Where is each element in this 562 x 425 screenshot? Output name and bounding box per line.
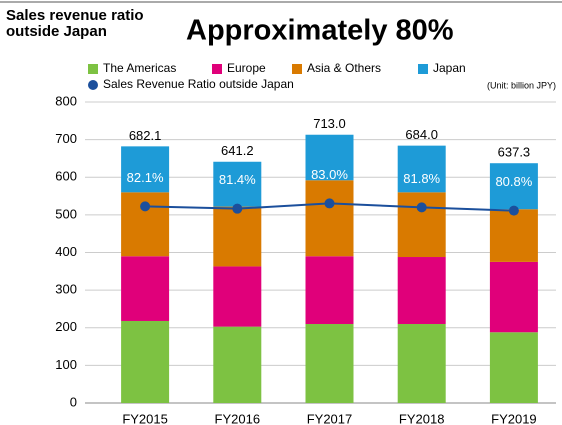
bar-segment [489, 261, 538, 333]
ratio-point [416, 202, 427, 213]
y-tick-label: 500 [55, 206, 77, 221]
ratio-point [324, 198, 335, 209]
legend-swatch [292, 64, 302, 74]
ratio-point [508, 205, 519, 216]
y-tick-label: 300 [55, 282, 77, 297]
bar-segment [489, 163, 538, 210]
y-tick-label: 600 [55, 169, 77, 184]
ratio-label: 80.8% [495, 174, 532, 189]
total-label: 713.0 [313, 116, 346, 131]
bar-segment [489, 332, 538, 403]
y-tick-label: 100 [55, 357, 77, 372]
bar-segment [121, 256, 170, 321]
title-box: Sales revenue ratio outside Japan [6, 8, 144, 40]
legend-swatch [88, 64, 98, 74]
y-tick-label: 0 [70, 394, 77, 409]
bar-segment [213, 326, 262, 403]
ratio-label: 81.4% [219, 172, 256, 187]
y-tick-label: 400 [55, 244, 77, 259]
ratio-point [232, 203, 243, 214]
bar-segment [121, 146, 170, 193]
bar-segment [305, 134, 354, 181]
chart-subtitle: Approximately 80% [186, 15, 454, 47]
x-tick-label: FY2016 [215, 411, 261, 425]
bar-segment [213, 266, 262, 327]
x-tick-label: FY2017 [307, 411, 353, 425]
chart-title: Sales revenue ratio outside Japan [6, 8, 144, 40]
legend-swatch [418, 64, 428, 74]
bar-segment [305, 256, 354, 324]
bar-segment [489, 209, 538, 262]
legend-label: Japan [433, 61, 466, 75]
y-tick-label: 800 [55, 93, 77, 108]
total-label: 684.0 [405, 127, 438, 142]
ratio-label: 83.0% [311, 167, 348, 182]
legend-marker [88, 80, 98, 90]
bar-segment [213, 161, 262, 207]
total-label: 637.3 [498, 145, 531, 160]
legend-label: The Americas [103, 61, 176, 75]
legend-label: Sales Revenue Ratio outside Japan [103, 77, 294, 91]
bar-segment [397, 257, 446, 324]
ratio-point [140, 201, 151, 212]
y-tick-label: 200 [55, 319, 77, 334]
total-label: 682.1 [129, 128, 162, 143]
total-label: 641.2 [221, 143, 254, 158]
ratio-label: 82.1% [127, 170, 164, 185]
legend-label: Asia & Others [307, 61, 381, 75]
bar-segment [397, 192, 446, 258]
x-tick-label: FY2018 [399, 411, 445, 425]
x-tick-label: FY2019 [491, 411, 537, 425]
unit-label: (Unit: billion JPY) [487, 80, 556, 90]
legend-label: Europe [227, 61, 266, 75]
bar-segment [305, 323, 354, 403]
ratio-label: 81.8% [403, 171, 440, 186]
bar-segment [397, 145, 446, 193]
legend-swatch [212, 64, 222, 74]
bar-segment [397, 323, 446, 403]
y-tick-label: 700 [55, 131, 77, 146]
bar-segment [305, 180, 354, 257]
x-tick-label: FY2015 [122, 411, 168, 425]
bar-segment [121, 320, 170, 403]
bar-segment [213, 206, 262, 267]
